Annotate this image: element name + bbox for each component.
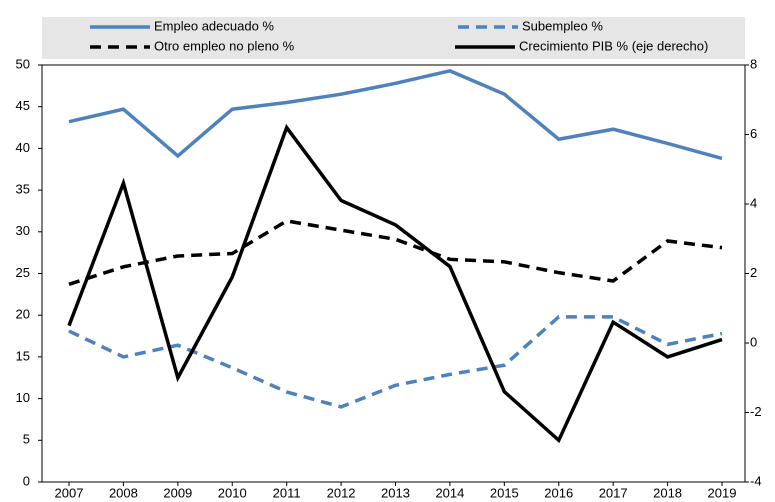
y2-tick-label: 8 <box>750 56 757 71</box>
y-tick-label: 45 <box>16 98 30 113</box>
x-tick-label: 2018 <box>653 485 682 500</box>
y2-tick-label: 6 <box>750 126 757 141</box>
legend-label: Empleo adecuado % <box>154 18 274 33</box>
legend-label: Crecimiento PIB % (eje derecho) <box>519 38 708 53</box>
x-tick-label: 2007 <box>55 485 84 500</box>
x-tick-label: 2012 <box>327 485 356 500</box>
x-tick-label: 2015 <box>490 485 519 500</box>
x-tick-label: 2013 <box>381 485 410 500</box>
y-tick-label: 50 <box>16 56 30 71</box>
legend-label: Subempleo % <box>522 18 603 33</box>
y2-tick-label: 2 <box>750 265 757 280</box>
y2-tick-label: -2 <box>750 404 762 419</box>
legend-label: Otro empleo no pleno % <box>154 38 295 53</box>
y-tick-label: 25 <box>16 265 30 280</box>
x-tick-label: 2016 <box>544 485 573 500</box>
legend-box <box>42 17 745 59</box>
y-tick-label: 40 <box>16 140 30 155</box>
y2-tick-label: -4 <box>750 473 762 488</box>
series-line <box>67 123 723 444</box>
x-tick-label: 2019 <box>708 485 737 500</box>
y-tick-label: 15 <box>16 348 30 363</box>
y2-tick-label: 0 <box>750 334 757 349</box>
y2-tick-label: 4 <box>750 195 757 210</box>
y-tick-label: 20 <box>16 307 30 322</box>
x-tick-label: 2017 <box>599 485 628 500</box>
y-tick-label: 10 <box>16 390 30 405</box>
y-tick-label: 35 <box>16 182 30 197</box>
series-line <box>68 219 723 287</box>
series-line <box>68 69 723 161</box>
y-tick-label: 30 <box>16 223 30 238</box>
x-tick-label: 2009 <box>163 485 192 500</box>
y-tick-label: 5 <box>23 432 30 447</box>
x-tick-label: 2010 <box>218 485 247 500</box>
x-tick-label: 2011 <box>273 485 301 500</box>
x-tick-label: 2014 <box>435 485 464 500</box>
series-line <box>68 315 723 409</box>
x-tick-label: 2008 <box>109 485 138 500</box>
y-tick-label: 0 <box>23 473 30 488</box>
